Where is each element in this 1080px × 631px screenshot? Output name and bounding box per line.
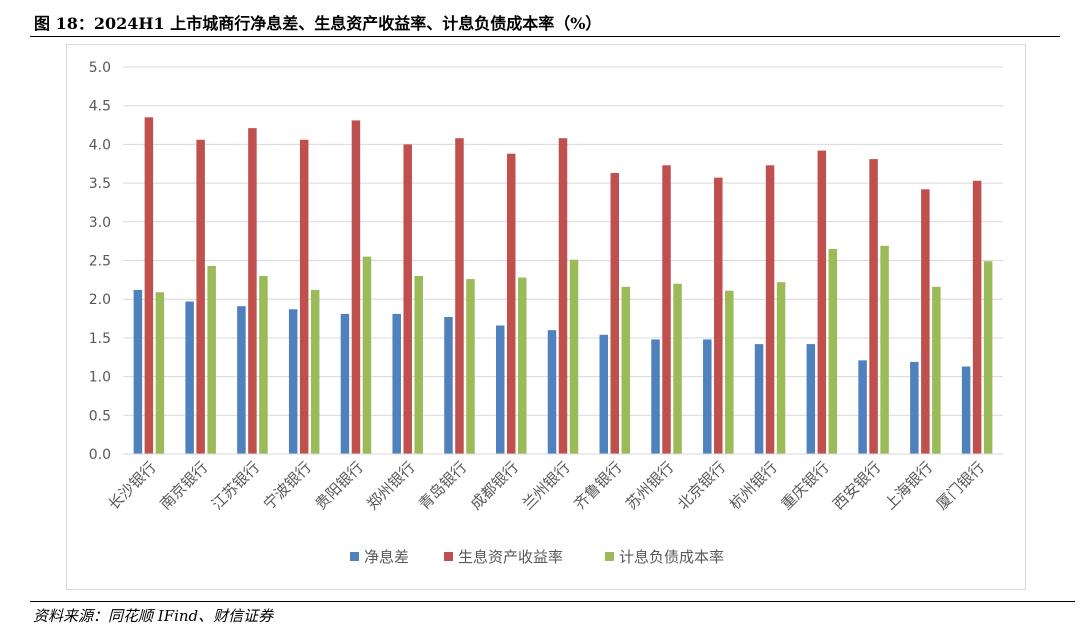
bar-1 — [392, 313, 401, 454]
bar-2 — [455, 138, 464, 454]
bar-1 — [237, 306, 246, 454]
bar-3 — [569, 259, 579, 454]
bar-1 — [340, 313, 350, 454]
x-tick-label: 青岛银行 — [415, 458, 470, 513]
legend-label-2: 生息资产收益率 — [458, 548, 563, 566]
bar-3 — [776, 282, 786, 454]
bar-3 — [414, 275, 423, 454]
bar-1 — [858, 360, 867, 454]
legend-swatch-2 — [444, 552, 453, 561]
legend-swatch-3 — [605, 552, 614, 561]
bar-1 — [806, 344, 816, 454]
bar-2 — [196, 139, 205, 455]
bar-3 — [621, 286, 631, 454]
bar-1 — [961, 366, 971, 454]
bar-3 — [259, 275, 268, 454]
x-tick-label: 上海银行 — [881, 458, 936, 513]
y-tick-label: 3.0 — [89, 215, 111, 231]
chart-frame: 0.0 0.5 1.0 1.5 2.0 2.5 3.0 3.5 4.0 4.5 5.0 长沙银行 南京银… — [66, 44, 1026, 590]
bar-chart: 0.0 0.5 1.0 1.5 2.0 2.5 3.0 3.5 4.0 4.5 5.0 长沙银行南京银… — [89, 60, 1003, 566]
x-tick-label: 南京银行 — [156, 458, 211, 513]
bar-1 — [444, 317, 453, 454]
title-rule — [30, 36, 1060, 37]
bar-2 — [921, 189, 930, 455]
y-tick-label: 4.5 — [89, 99, 111, 115]
bar-2 — [662, 165, 671, 454]
bar-2 — [351, 120, 361, 454]
bar-2 — [299, 139, 309, 455]
bar-2 — [714, 177, 723, 454]
bar-1 — [910, 361, 919, 454]
legend-label-1: 净息差 — [364, 548, 409, 566]
bar-2 — [506, 153, 516, 455]
bar-3 — [466, 279, 475, 454]
source-note: 资料来源：同花顺 IFind、财信证券 — [33, 607, 274, 625]
x-tick-label: 厦门银行 — [933, 458, 988, 513]
bar-1 — [495, 325, 505, 454]
bar-1 — [703, 339, 712, 454]
bar-3 — [155, 292, 165, 454]
bar-1 — [651, 339, 660, 454]
bar-2 — [817, 150, 827, 454]
bar-3 — [828, 248, 838, 454]
x-tick-label: 江苏银行 — [208, 458, 263, 513]
x-tick-label: 苏州银行 — [622, 458, 677, 513]
bar-3 — [983, 261, 993, 454]
legend-swatch-1 — [350, 552, 359, 561]
bar-1 — [547, 330, 557, 454]
x-tick-label: 齐鲁银行 — [570, 458, 625, 513]
y-tick-label: 5.0 — [89, 60, 111, 76]
bar-2 — [610, 173, 620, 454]
y-tick-label: 4.0 — [89, 137, 111, 153]
bar-3 — [207, 265, 216, 454]
y-tick-label: 0.0 — [89, 447, 111, 463]
x-tick-label: 杭州银行 — [726, 458, 781, 513]
bar-1 — [599, 334, 609, 454]
x-tick-label: 兰州银行 — [519, 458, 574, 513]
x-tick-label: 西安银行 — [829, 458, 884, 513]
x-tick-label: 重庆银行 — [777, 458, 832, 513]
bar-2 — [144, 117, 154, 454]
y-tick-label: 3.5 — [89, 176, 111, 192]
bar-3 — [362, 256, 372, 454]
bar-3 — [673, 283, 682, 454]
x-tick-label: 郑州银行 — [363, 458, 418, 513]
y-tick-label: 1.0 — [89, 370, 111, 386]
bar-3 — [310, 289, 320, 454]
bar-2 — [869, 159, 878, 454]
bar-2 — [248, 128, 257, 454]
bar-1 — [133, 289, 143, 454]
bar-3 — [880, 245, 889, 454]
x-tick-label: 长沙银行 — [105, 458, 160, 513]
legend-label-3: 计息负债成本率 — [619, 548, 724, 566]
bar-1 — [754, 344, 764, 454]
y-tick-label: 1.5 — [89, 331, 111, 347]
bar-2 — [403, 144, 412, 454]
bar-3 — [932, 286, 941, 454]
x-tick-label: 北京银行 — [674, 458, 729, 513]
x-tick-label: 成都银行 — [467, 458, 522, 513]
bar-3 — [725, 290, 734, 454]
bar-1 — [185, 301, 194, 454]
y-tick-label: 0.5 — [89, 408, 111, 424]
bar-2 — [558, 138, 568, 454]
x-tick-label: 贵阳银行 — [312, 458, 367, 513]
source-rule — [30, 601, 1075, 602]
bar-1 — [288, 309, 298, 454]
y-tick-label: 2.5 — [89, 254, 111, 270]
figure-title: 图 18：2024H1 上市城商行净息差、生息资产收益率、计息负债成本率（%） — [34, 14, 602, 33]
x-tick-label: 宁波银行 — [260, 458, 315, 513]
y-tick-label: 2.0 — [89, 292, 111, 308]
bar-3 — [517, 277, 527, 454]
bar-2 — [765, 165, 775, 454]
bar-2 — [972, 180, 982, 454]
